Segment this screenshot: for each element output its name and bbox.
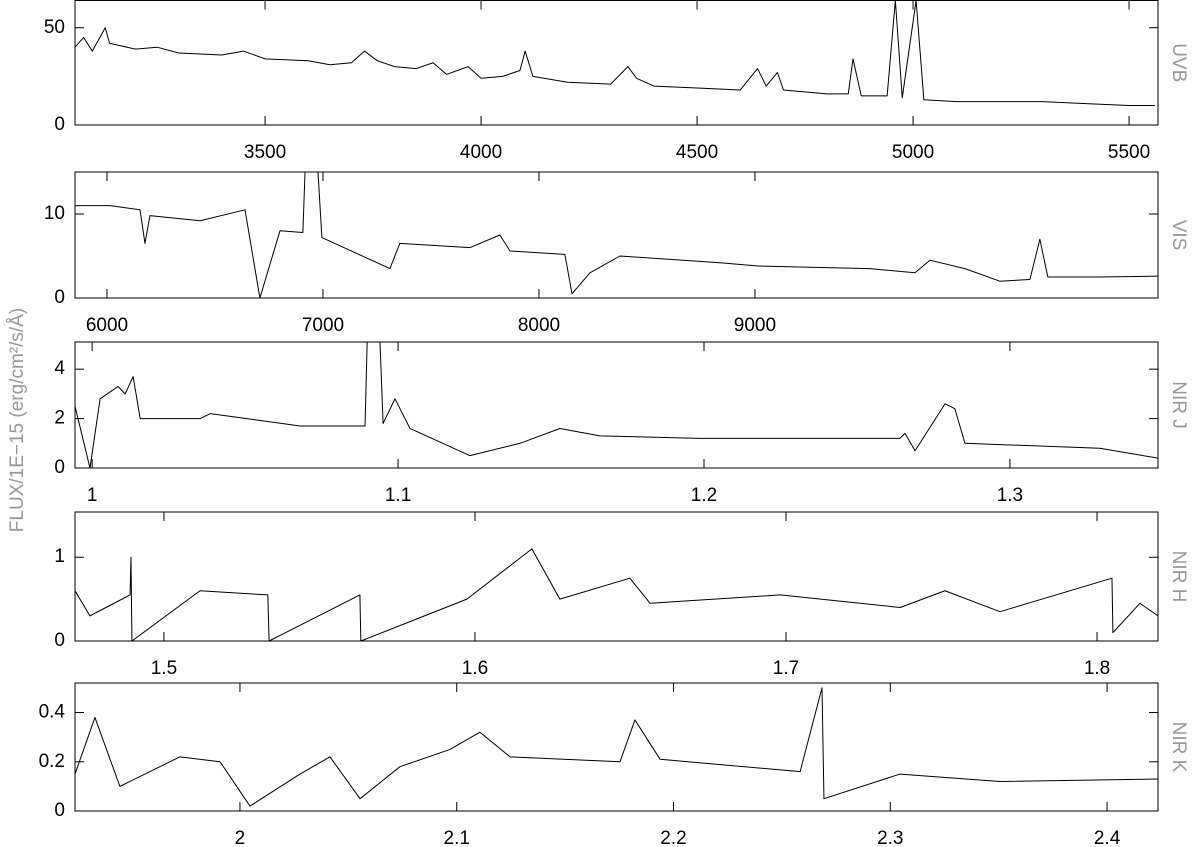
y-tick-label: 1: [54, 546, 65, 567]
panel-label: NIR J: [1168, 381, 1189, 429]
x-tick-label: 2.4: [1094, 828, 1121, 847]
x-tick-label: 1.8: [1084, 658, 1110, 679]
spectrum-line: [74, 548, 1159, 642]
spectrum-line: [74, 687, 1159, 807]
panel-label: VIS: [1168, 220, 1189, 251]
x-tick-label: 2: [235, 828, 246, 847]
y-axis-label: FLUX/1E−15 (erg/cm²/s/Å): [7, 308, 28, 532]
x-tick-label: 1.7: [773, 658, 799, 679]
x-tick-label: 5000: [892, 142, 934, 163]
panel-frame: [74, 171, 1159, 299]
y-tick-label: 50: [44, 17, 65, 38]
x-tick-label: 4500: [676, 142, 718, 163]
x-tick-label: 5500: [1108, 142, 1150, 163]
x-tick-label: 4000: [460, 142, 502, 163]
y-tick-label: 10: [44, 203, 65, 224]
y-tick-label: 0.2: [39, 751, 65, 772]
spectrum-line: [75, 171, 1159, 299]
spectrum-line: [74, 0, 1155, 107]
x-tick-label: 3500: [244, 142, 286, 163]
panel-frame: [74, 682, 1159, 812]
x-tick-label: 2.3: [877, 828, 903, 847]
panel-frame: [74, 341, 1159, 469]
x-tick-label: 1.2: [691, 485, 717, 506]
y-tick-label: 0: [54, 457, 65, 478]
y-tick-label: 0: [54, 800, 65, 821]
panel-frame: [74, 511, 1159, 642]
panel-label: UVB: [1168, 43, 1189, 82]
y-tick-label: 0: [54, 630, 65, 651]
x-tick-label: 1.5: [151, 658, 177, 679]
x-tick-label: 7000: [302, 315, 344, 336]
x-tick-label: 8000: [518, 315, 560, 336]
x-tick-label: 1.3: [997, 485, 1023, 506]
y-tick-label: 4: [54, 358, 65, 379]
y-tick-label: 2: [54, 408, 65, 429]
panel-label: NIR H: [1168, 551, 1189, 603]
x-tick-label: 2.2: [660, 828, 686, 847]
panel-frame: [74, 0, 1159, 126]
y-tick-label: 0: [54, 114, 65, 135]
x-tick-label: 2.1: [444, 828, 470, 847]
panel-label: NIR K: [1168, 722, 1189, 773]
x-tick-label: 1.6: [462, 658, 488, 679]
x-tick-label: 1: [87, 485, 98, 506]
y-tick-label: 0: [54, 287, 65, 308]
y-tick-label: 0.4: [39, 702, 66, 723]
x-tick-label: 1.1: [385, 485, 411, 506]
spectrum-line: [74, 341, 1159, 469]
x-tick-label: 9000: [734, 315, 776, 336]
x-tick-label: 6000: [86, 315, 128, 336]
